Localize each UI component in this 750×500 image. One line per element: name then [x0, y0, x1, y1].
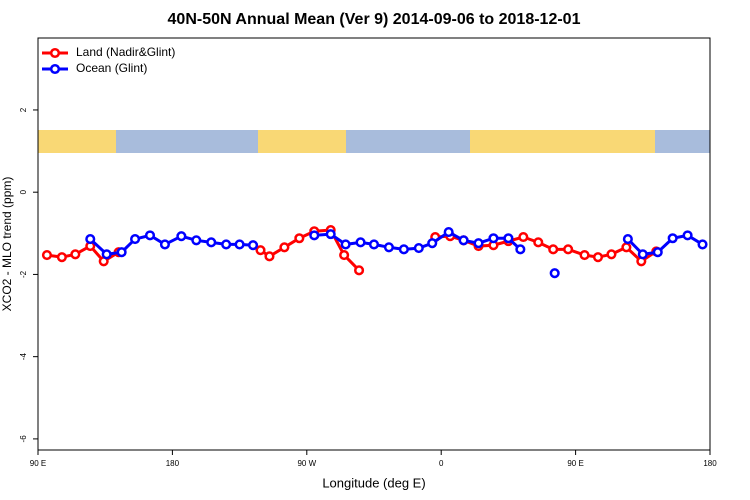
data-point: [383, 242, 394, 253]
data-point: [234, 239, 245, 250]
data-point: [697, 239, 708, 250]
data-point: [473, 238, 484, 249]
data-point: [413, 243, 424, 254]
legend-marker: [49, 47, 61, 59]
data-point: [85, 234, 96, 245]
data-point: [294, 233, 305, 244]
data-point: [592, 252, 604, 263]
data-point: [206, 237, 217, 248]
data-point: [354, 265, 365, 276]
data-point: [518, 231, 529, 243]
data-point: [637, 249, 648, 260]
data-point: [606, 249, 617, 260]
data-point: [488, 233, 499, 244]
legend-label: Land (Nadir&Glint): [76, 45, 175, 59]
data-point: [443, 227, 454, 238]
data-point: [101, 249, 112, 260]
data-point: [533, 237, 544, 248]
chart-title: 40N-50N Annual Mean (Ver 9) 2014-09-06 t…: [168, 11, 581, 28]
data-point: [339, 250, 350, 261]
map-strip: [38, 130, 710, 153]
data-point: [264, 251, 275, 262]
data-point: [458, 235, 469, 246]
plot-frame: [37, 37, 711, 451]
x-tick-label: 180: [166, 459, 180, 468]
data-point: [503, 233, 514, 244]
y-tick-label: -4: [19, 353, 28, 361]
data-point: [56, 252, 67, 263]
x-tick-label: 90 E: [567, 459, 583, 468]
x-tick-label: 180: [703, 459, 717, 468]
data-point: [340, 239, 351, 250]
data-point: [247, 240, 259, 251]
data-point: [221, 239, 232, 250]
data-point: [191, 235, 202, 246]
data-point: [515, 244, 526, 255]
data-point: [325, 229, 336, 240]
x-tick-label: 0: [439, 459, 444, 468]
data-point: [355, 237, 366, 248]
y-tick-label: 0: [19, 189, 28, 194]
data-point: [41, 250, 53, 261]
data-point: [116, 247, 127, 258]
x-axis-label: Longitude (deg E): [322, 475, 425, 490]
legend-marker: [49, 63, 61, 75]
data-point: [579, 250, 590, 261]
x-tick-label: 90 E: [30, 459, 46, 468]
data-point: [621, 242, 632, 253]
data-point: [159, 239, 170, 250]
data-point: [548, 244, 559, 255]
data-point: [427, 238, 438, 249]
data-point: [563, 244, 574, 255]
x-tick-label: 90 W: [297, 459, 316, 468]
y-tick-label: -2: [19, 270, 28, 278]
data-point: [549, 268, 560, 279]
data-point: [255, 245, 266, 256]
y-tick-label: -6: [19, 435, 28, 443]
data-point: [309, 230, 320, 241]
data-point: [398, 244, 409, 255]
data-point: [652, 247, 663, 258]
data-point: [130, 234, 141, 245]
data-point: [144, 230, 156, 241]
y-axis-label: XCO2 - MLO trend (ppm): [0, 177, 14, 312]
data-point: [176, 231, 187, 242]
data-point: [667, 233, 678, 244]
y-tick-label: 2: [19, 107, 28, 112]
legend-label: Ocean (Glint): [76, 61, 147, 75]
data-point: [279, 242, 290, 253]
data-point: [682, 230, 693, 241]
data-point: [368, 239, 380, 250]
data-point: [622, 234, 633, 245]
data-point: [70, 249, 81, 260]
